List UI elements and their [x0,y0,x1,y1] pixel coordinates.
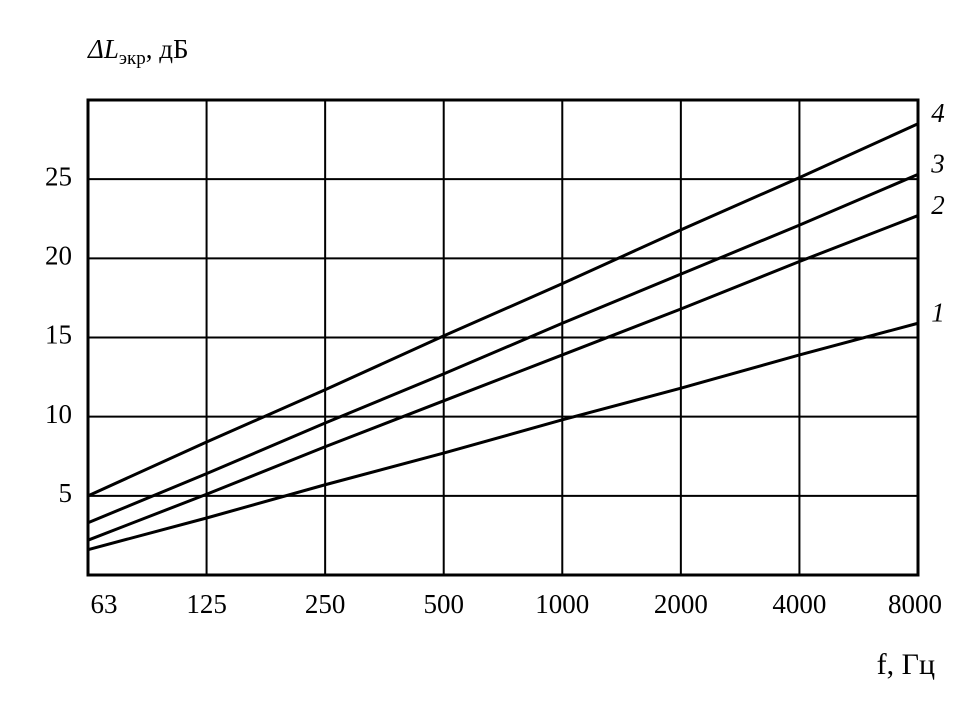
x-axis-label: f, Гц [877,648,935,681]
series-label: 4 [931,98,945,128]
x-tick-label: 1000 [535,589,589,619]
x-tick-label: 2000 [654,589,708,619]
y-tick-label: 25 [45,161,72,191]
data-line [87,173,919,525]
y-tick-label: 15 [45,320,72,350]
series-label: 3 [930,149,945,179]
data-line [87,122,919,498]
x-tick-label: 500 [423,589,464,619]
y-label-main: ΔL [87,34,119,64]
x-tick-label: 63 [91,589,118,619]
y-axis-label: ΔLэкр, дБ [87,34,189,69]
series-label: 2 [931,190,945,220]
x-tick-label: 8000 [888,589,942,619]
series-label: 1 [931,297,945,327]
x-tick-label: 4000 [772,589,826,619]
x-tick-label: 125 [186,589,227,619]
data-line [87,214,919,542]
data-line [87,321,919,552]
y-label-sub: экр [119,48,146,69]
y-tick-label: 10 [45,399,72,429]
y-tick-label: 20 [45,241,72,271]
x-tick-label: 250 [305,589,346,619]
y-label-unit: , дБ [146,34,189,64]
y-tick-label: 5 [59,478,73,508]
